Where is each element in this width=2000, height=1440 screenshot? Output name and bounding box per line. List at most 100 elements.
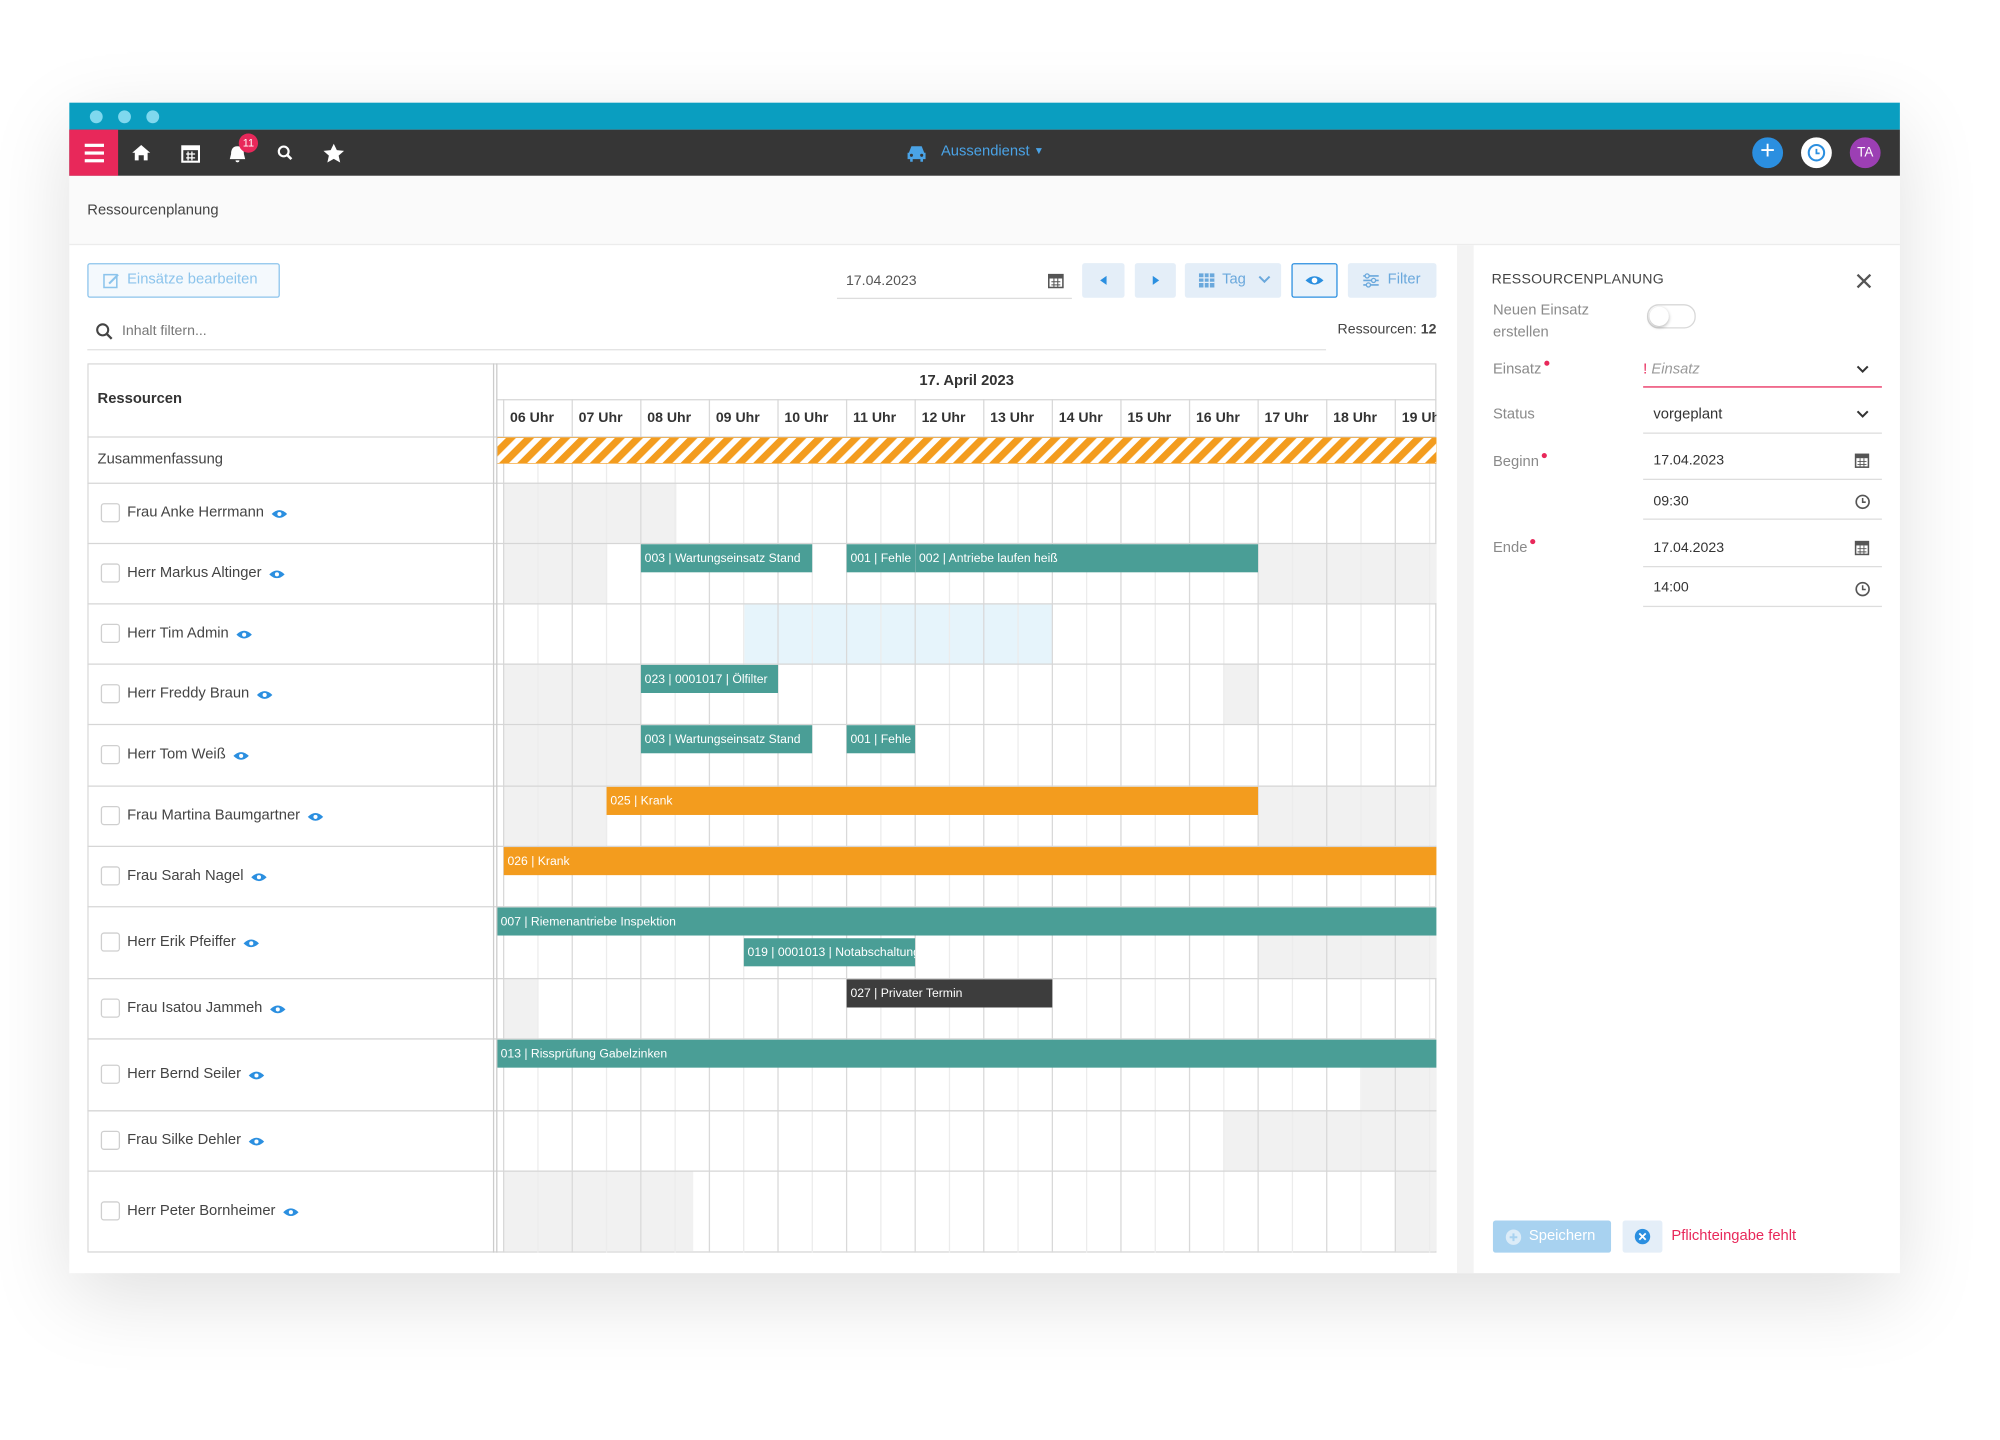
eye-icon[interactable] — [270, 1005, 286, 1014]
new-toggle[interactable] — [1646, 304, 1696, 329]
einsatz-input[interactable]: ! Einsatz — [1643, 361, 1700, 379]
hour-label: 13 Uhr — [990, 409, 1034, 425]
end-time[interactable]: 14:00 — [1653, 580, 1689, 596]
eye-icon[interactable] — [236, 630, 252, 639]
search-icon[interactable] — [277, 145, 293, 161]
unavailable-time — [503, 1170, 694, 1252]
event-bar-fill — [846, 725, 916, 754]
date-picker-icon[interactable] — [1047, 272, 1064, 289]
event-bar[interactable]: 019 | 0001013 | Notabschaltung — [743, 938, 920, 967]
eye-icon[interactable] — [233, 752, 249, 760]
unavailable-time — [1258, 542, 1437, 604]
event-bar-fill — [846, 544, 916, 573]
resource-name: Frau Anke Herrmann — [127, 505, 264, 521]
row-checkbox[interactable] — [100, 1064, 121, 1084]
event-bar[interactable]: 003 | Wartungseinsatz Stand — [640, 725, 813, 754]
eye-icon[interactable] — [248, 1137, 265, 1146]
eye-icon[interactable] — [307, 813, 324, 821]
status-select[interactable]: vorgeplant — [1653, 406, 1723, 423]
eye-icon[interactable] — [248, 1071, 265, 1080]
chevron[interactable] — [1856, 364, 1869, 374]
clock-icon[interactable] — [1855, 581, 1870, 597]
eye-icon[interactable] — [283, 1208, 299, 1217]
user-avatar[interactable]: TA — [1849, 137, 1881, 169]
edit-button[interactable]: Einsätze bearbeiten — [87, 263, 280, 298]
end-label: Ende — [1493, 539, 1535, 557]
eye-pupil — [242, 632, 247, 637]
save-button[interactable]: Speichern — [1492, 1220, 1612, 1253]
window-dot[interactable] — [89, 110, 103, 124]
event-bar[interactable]: 023 | 0001017 | Ölfilter — [640, 664, 779, 694]
event-bar[interactable]: 003 | Wartungseinsatz Stand — [640, 544, 813, 573]
home-icon[interactable] — [132, 145, 151, 161]
event-bar[interactable]: 007 | Riemenantriebe Inspektion — [496, 907, 1437, 936]
row-checkbox[interactable] — [100, 1130, 121, 1150]
history-button[interactable] — [1801, 137, 1832, 169]
unavailable-time — [1223, 1110, 1437, 1171]
row-checkbox[interactable] — [100, 563, 121, 583]
resource-name: Frau Isatou Jammeh — [127, 1000, 262, 1016]
clock-icon[interactable] — [1855, 494, 1870, 510]
end-date[interactable]: 17.04.2023 — [1653, 540, 1725, 556]
eye-icon[interactable] — [243, 939, 259, 948]
menu-button[interactable] — [69, 129, 119, 176]
window-dot[interactable] — [118, 110, 131, 124]
hour-label: 18 Uhr — [1333, 409, 1377, 425]
resource-name: Herr Erik Pfeiffer — [127, 934, 236, 950]
warning-mark: ! — [1643, 361, 1648, 378]
cancel-button[interactable] — [1622, 1220, 1663, 1253]
next-button[interactable] — [1134, 263, 1176, 298]
begin-date[interactable]: 17.04.2023 — [1653, 453, 1725, 469]
breadcrumb[interactable]: Ressourcenplanung — [87, 202, 219, 219]
event-bar[interactable]: 013 | Rissprüfung Gabelzinken — [496, 1039, 1437, 1068]
visibility-toggle[interactable] — [1291, 263, 1338, 298]
eye-icon[interactable] — [251, 873, 267, 882]
row-checkbox[interactable] — [100, 1201, 121, 1221]
row-checkbox[interactable] — [100, 866, 121, 886]
row-checkbox[interactable] — [100, 503, 121, 523]
einsatz-label: Einsatz — [1493, 361, 1549, 379]
begin-time[interactable]: 09:30 — [1653, 494, 1689, 510]
row-checkbox[interactable] — [100, 932, 121, 952]
row-checkbox[interactable] — [100, 998, 121, 1018]
unavailable-time — [1395, 1170, 1437, 1252]
calendar-icon[interactable] — [1854, 540, 1870, 556]
add-button[interactable]: + — [1752, 137, 1784, 169]
event-bar[interactable]: 002 | Antriebe laufen heiß — [915, 544, 1259, 573]
event-bar[interactable]: 026 | Krank — [503, 847, 1437, 876]
window-dot[interactable] — [146, 110, 160, 124]
view-select[interactable]: Tag — [1184, 263, 1282, 298]
row-checkbox[interactable] — [100, 745, 121, 765]
save-label: Speichern — [1528, 1228, 1596, 1244]
filter-button[interactable]: Filter — [1347, 263, 1437, 298]
calendar-icon[interactable] — [1854, 453, 1870, 468]
eye-pupil — [288, 1210, 293, 1215]
row-checkbox[interactable] — [100, 684, 121, 704]
app-switcher[interactable]: Aussendienst ▼ — [941, 142, 1044, 160]
navbar — [69, 129, 1900, 176]
event-label: 001 | Fehle — [850, 732, 911, 746]
event-bar[interactable]: 001 | Fehle — [846, 544, 916, 573]
event-bar[interactable]: 027 | Privater Termin — [846, 979, 1053, 1008]
eye-icon[interactable] — [271, 510, 288, 518]
hour-label: 19 Uhr — [1402, 409, 1438, 425]
star-icon[interactable] — [323, 143, 345, 163]
eye-icon[interactable] — [269, 570, 285, 579]
panel-divider — [1456, 245, 1474, 1274]
resource-name: Herr Bernd Seiler — [127, 1066, 241, 1082]
gantt-chart: 06 Uhr 07 Uhr 08 Uhr 09 Uhr 10 Uhr 11 Uhr 12 U… — [87, 363, 1438, 1253]
summary-label: Zusammenfassung — [98, 451, 223, 467]
eye-icon[interactable] — [256, 691, 273, 699]
search-input[interactable]: Inhalt filtern... — [121, 323, 207, 339]
date-input[interactable]: 17.04.2023 — [845, 273, 917, 289]
event-bar[interactable]: 001 | Fehle — [846, 725, 916, 754]
row-checkbox[interactable] — [100, 623, 121, 643]
edit-icon — [103, 273, 119, 289]
event-bar[interactable]: 025 | Krank — [606, 786, 1259, 815]
chevron[interactable] — [1856, 409, 1869, 419]
calendar-icon[interactable] — [181, 145, 201, 163]
close-button[interactable] — [1855, 272, 1873, 290]
prev-button[interactable] — [1082, 263, 1125, 298]
row-checkbox[interactable] — [100, 805, 121, 826]
